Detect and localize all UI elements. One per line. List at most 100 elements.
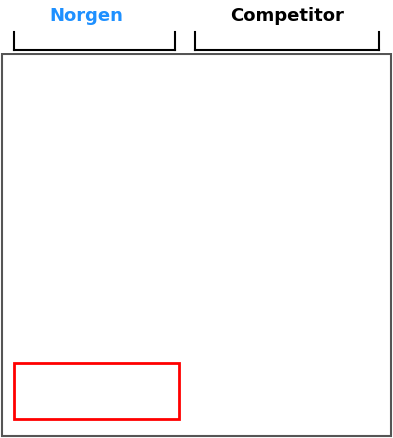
Bar xyxy=(289,331,324,332)
Ellipse shape xyxy=(0,269,82,298)
Bar xyxy=(19,384,51,386)
Bar xyxy=(289,337,324,339)
Bar xyxy=(291,391,322,393)
Bar xyxy=(69,359,104,361)
Bar xyxy=(120,346,155,348)
Bar xyxy=(239,311,272,313)
Bar xyxy=(187,366,221,368)
Bar xyxy=(120,331,155,332)
Ellipse shape xyxy=(91,269,184,298)
Bar xyxy=(122,304,153,306)
Bar xyxy=(289,332,324,334)
Bar xyxy=(187,364,222,366)
Bar xyxy=(187,354,222,356)
Ellipse shape xyxy=(68,278,105,290)
Bar xyxy=(121,372,154,374)
Bar xyxy=(290,322,323,324)
Bar xyxy=(238,357,273,359)
Bar xyxy=(18,327,52,329)
Bar xyxy=(239,316,272,318)
Ellipse shape xyxy=(17,222,54,253)
Bar xyxy=(120,339,155,341)
Bar xyxy=(289,361,324,363)
Bar xyxy=(188,311,220,313)
Bar xyxy=(188,316,220,318)
Bar xyxy=(238,339,273,341)
Bar xyxy=(71,299,102,301)
Bar xyxy=(70,317,103,319)
Bar xyxy=(70,327,103,329)
Bar xyxy=(240,309,271,311)
Bar xyxy=(18,356,53,358)
Bar xyxy=(71,394,102,396)
Ellipse shape xyxy=(62,276,111,291)
Ellipse shape xyxy=(11,276,60,291)
Bar xyxy=(189,397,220,399)
Bar xyxy=(121,325,154,328)
Bar xyxy=(121,322,154,324)
Ellipse shape xyxy=(0,184,101,292)
Ellipse shape xyxy=(237,278,274,290)
Ellipse shape xyxy=(53,210,120,265)
Bar xyxy=(290,381,323,383)
Bar xyxy=(189,304,220,306)
Bar xyxy=(239,376,272,378)
Ellipse shape xyxy=(209,269,302,298)
Bar xyxy=(69,364,104,366)
Bar xyxy=(71,306,102,307)
Bar xyxy=(71,391,102,393)
Bar xyxy=(69,343,104,344)
Bar xyxy=(121,381,154,383)
Bar xyxy=(240,307,271,309)
Bar xyxy=(291,309,322,311)
Bar xyxy=(69,336,104,338)
Ellipse shape xyxy=(113,218,162,258)
Bar xyxy=(189,396,220,398)
Bar xyxy=(289,334,324,336)
Bar xyxy=(239,317,272,319)
Bar xyxy=(238,344,273,346)
Bar xyxy=(187,352,222,354)
Bar xyxy=(289,364,324,366)
Bar xyxy=(120,356,155,358)
Bar xyxy=(18,346,53,348)
Bar xyxy=(239,379,272,381)
Ellipse shape xyxy=(62,218,111,258)
Bar xyxy=(121,312,154,314)
Bar xyxy=(20,391,51,393)
Bar xyxy=(121,311,154,313)
Bar xyxy=(20,389,51,391)
Bar xyxy=(290,376,323,378)
Bar xyxy=(121,314,154,316)
Bar xyxy=(18,341,53,343)
Bar xyxy=(121,327,154,329)
Bar xyxy=(70,311,103,313)
Bar xyxy=(120,349,155,351)
Bar xyxy=(70,324,103,326)
Bar xyxy=(187,334,222,336)
Ellipse shape xyxy=(171,210,238,265)
Ellipse shape xyxy=(273,273,340,294)
Bar xyxy=(69,349,104,351)
Bar xyxy=(189,388,220,389)
Bar xyxy=(291,388,322,389)
Bar xyxy=(239,374,272,376)
Bar xyxy=(187,361,222,363)
Bar xyxy=(291,302,322,304)
Bar xyxy=(71,396,102,398)
Bar xyxy=(187,327,221,329)
Ellipse shape xyxy=(282,218,331,258)
Bar xyxy=(238,351,273,353)
Bar xyxy=(188,312,220,314)
Bar xyxy=(121,366,154,368)
Bar xyxy=(71,388,102,389)
Bar xyxy=(289,356,324,358)
Bar xyxy=(188,384,220,386)
Bar xyxy=(69,334,104,336)
Bar xyxy=(69,347,104,350)
Bar xyxy=(69,352,104,354)
Bar xyxy=(238,362,273,364)
Bar xyxy=(69,341,104,343)
Bar xyxy=(238,354,273,356)
Bar xyxy=(120,352,155,354)
